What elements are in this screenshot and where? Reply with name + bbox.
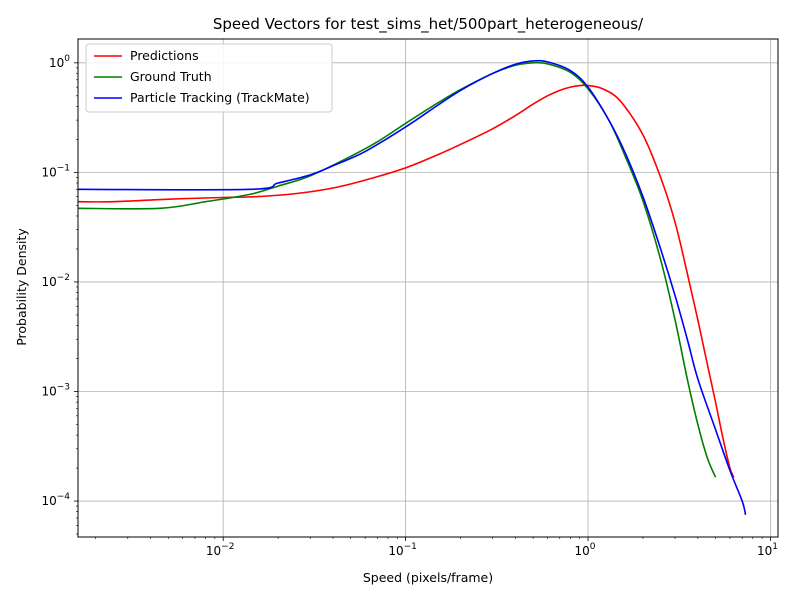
- axis-ticks: 10−2 10−1 100 101 10−4 10−3 10−2 10−1 100: [41, 54, 778, 558]
- x-tick-label: 100: [575, 542, 596, 558]
- ground-truth-line: [78, 61, 717, 478]
- plot-area: [78, 59, 747, 515]
- legend: Predictions Ground Truth Particle Tracking…: [85, 43, 333, 113]
- trackmate-line: [78, 59, 747, 515]
- legend-entry-trackmate: Particle Tracking (TrackMate): [130, 90, 310, 105]
- x-tick-label: 10−1: [388, 542, 417, 558]
- x-tick-label: 10−2: [206, 542, 235, 558]
- chart-title: Speed Vectors for test_sims_het/500part_…: [213, 15, 644, 34]
- legend-entry-predictions: Predictions: [130, 48, 199, 63]
- plot-frame: [77, 38, 779, 538]
- legend-box: [85, 43, 333, 113]
- legend-entry-ground-truth: Ground Truth: [130, 69, 212, 84]
- predictions-line: [78, 84, 735, 478]
- y-tick-label: 10−3: [41, 383, 70, 399]
- y-tick-label: 10−4: [41, 492, 70, 508]
- x-tick-label: 101: [757, 542, 778, 558]
- y-tick-label: 10−1: [41, 163, 70, 179]
- y-tick-label: 100: [49, 54, 70, 70]
- x-axis-label: Speed (pixels/frame): [363, 570, 493, 585]
- y-tick-label: 10−2: [41, 273, 70, 289]
- y-axis-label: Probability Density: [14, 228, 29, 346]
